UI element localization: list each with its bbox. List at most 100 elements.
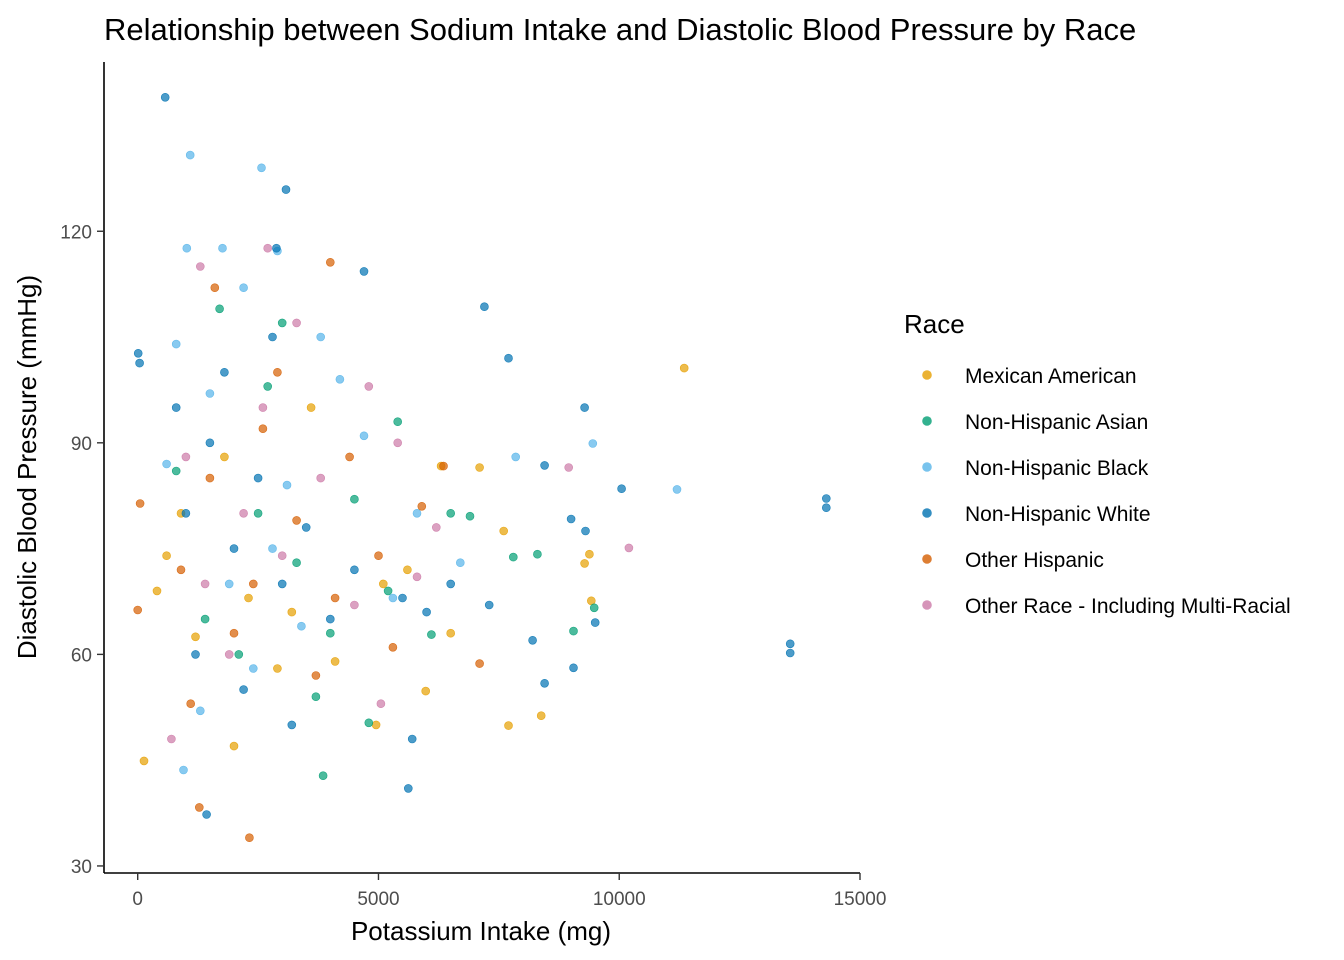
data-point xyxy=(258,403,268,412)
data-point xyxy=(273,664,282,673)
data-point xyxy=(277,551,287,561)
data-point xyxy=(229,544,239,553)
legend-swatch xyxy=(922,554,932,564)
points-layer xyxy=(133,93,831,843)
data-point xyxy=(383,586,393,596)
data-point xyxy=(281,185,291,194)
data-point xyxy=(135,358,144,368)
data-point xyxy=(196,262,205,271)
series-group xyxy=(171,304,599,781)
data-point xyxy=(224,650,234,659)
data-point xyxy=(330,593,340,603)
data-point xyxy=(257,163,266,173)
data-point xyxy=(378,579,388,589)
x-tick-label: 5000 xyxy=(357,889,399,910)
data-point xyxy=(403,784,413,793)
data-point xyxy=(335,374,345,384)
data-point xyxy=(152,586,162,596)
y-tick-label: 30 xyxy=(71,857,92,878)
data-point xyxy=(253,508,263,518)
data-point xyxy=(306,403,316,412)
legend-label: Non-Hispanic Black xyxy=(965,457,1149,480)
data-point xyxy=(580,403,589,412)
data-point xyxy=(282,480,292,490)
data-point xyxy=(182,243,192,253)
series-group xyxy=(133,93,831,819)
data-point xyxy=(272,243,281,253)
data-point xyxy=(205,438,215,448)
data-point xyxy=(821,503,831,513)
data-point xyxy=(580,559,589,568)
data-point xyxy=(287,720,297,730)
data-point xyxy=(566,514,576,524)
data-point xyxy=(403,565,412,575)
data-point xyxy=(412,508,422,518)
legend-swatch xyxy=(922,600,932,610)
data-point xyxy=(205,389,215,398)
legend-label: Other Hispanic xyxy=(965,549,1104,572)
x-tick-label: 10000 xyxy=(593,889,646,910)
data-point xyxy=(301,523,311,532)
data-point xyxy=(465,511,475,521)
data-point xyxy=(195,803,204,812)
data-point xyxy=(504,353,513,363)
data-point xyxy=(330,657,340,666)
data-point xyxy=(374,551,383,561)
data-point xyxy=(258,424,268,434)
legend-items: Mexican American Non-Hispanic Asian Non-Hi… xyxy=(922,365,1291,618)
data-point xyxy=(171,466,181,476)
data-point xyxy=(316,473,326,483)
data-point xyxy=(311,671,321,680)
data-point xyxy=(398,593,407,603)
data-point xyxy=(785,639,795,649)
data-point xyxy=(439,461,448,471)
data-point xyxy=(171,403,181,412)
x-tick-label: 0 xyxy=(132,889,143,910)
data-point xyxy=(292,558,301,568)
data-point xyxy=(585,549,594,559)
data-point xyxy=(249,664,258,673)
data-point xyxy=(417,501,427,511)
data-point xyxy=(220,367,229,377)
data-point xyxy=(359,431,369,441)
data-point xyxy=(185,150,195,160)
data-point xyxy=(504,721,513,730)
data-point xyxy=(133,348,143,358)
data-point xyxy=(371,720,381,730)
data-point xyxy=(624,543,634,553)
data-point xyxy=(160,93,170,102)
data-point xyxy=(239,685,248,694)
legend-title: Race xyxy=(904,309,965,339)
data-point xyxy=(220,452,229,462)
series-group xyxy=(162,150,682,775)
data-point xyxy=(311,692,321,702)
data-point xyxy=(446,508,456,518)
data-point xyxy=(162,459,171,469)
data-point xyxy=(475,463,484,472)
data-point xyxy=(239,508,248,518)
y-tick-label: 120 xyxy=(60,222,92,243)
series-group xyxy=(139,363,689,766)
y-axis-title: Diastolic Blood Pressure (mmHg) xyxy=(12,275,42,659)
data-point xyxy=(325,628,335,638)
data-point xyxy=(318,771,328,781)
data-point xyxy=(589,603,599,613)
data-point xyxy=(176,565,186,575)
data-point xyxy=(133,605,142,615)
data-point xyxy=(325,257,335,267)
data-point xyxy=(135,499,145,508)
legend-swatch xyxy=(922,416,932,426)
data-point xyxy=(588,439,598,448)
data-point xyxy=(569,663,578,673)
data-point xyxy=(200,614,210,624)
data-point xyxy=(407,734,417,744)
data-point xyxy=(569,626,578,636)
data-point xyxy=(388,642,398,652)
data-point xyxy=(171,339,181,349)
data-point xyxy=(564,463,574,472)
legend-swatch xyxy=(922,462,932,472)
legend: Race Mexican American Non-Hispanic Asian N… xyxy=(904,309,1291,618)
data-point xyxy=(376,699,386,709)
data-point xyxy=(277,579,287,589)
